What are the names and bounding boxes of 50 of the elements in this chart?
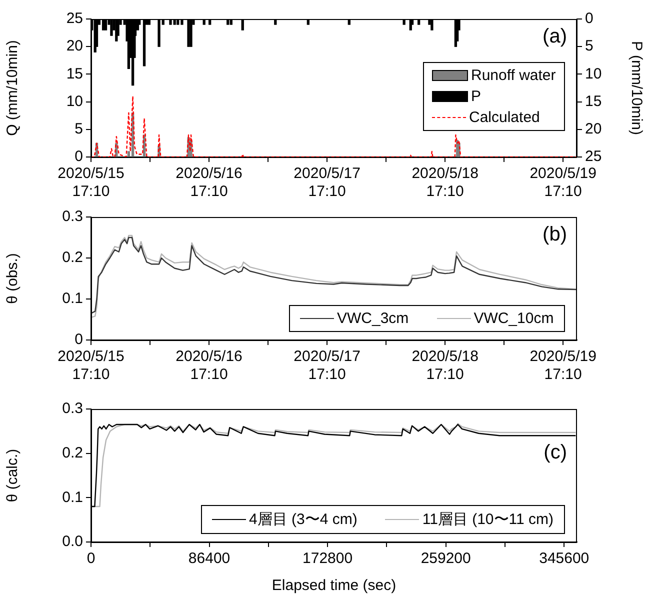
y2-tick-label: 0 xyxy=(585,10,594,28)
y-tick-label: 25 xyxy=(66,10,83,28)
annotation: (c) xyxy=(544,442,567,464)
x-tick-label: 2020/5/17 17:10 xyxy=(294,165,360,200)
legend-label: VWC_10cm xyxy=(474,310,554,327)
y2-tick-label: 5 xyxy=(585,38,594,55)
y2-axis-title: P (mm/10min) xyxy=(628,41,645,135)
x-tick-label: 2020/5/18 17:10 xyxy=(412,165,478,200)
y-tick-label: 0.2 xyxy=(62,444,83,462)
y-tick-label: 15 xyxy=(66,65,83,82)
x-tick-label: 86400 xyxy=(188,550,230,568)
y-tick-label: 0.3 xyxy=(62,208,83,226)
legend-label: P xyxy=(471,88,482,104)
y-tick-label: 0.0 xyxy=(62,533,83,550)
legend-label: Calculated xyxy=(469,108,540,126)
x-tick-label: 0 xyxy=(86,550,96,568)
y2-tick-label: 20 xyxy=(585,120,602,138)
y-axis-title: θ (obs.) xyxy=(4,253,22,304)
y-axis-title: θ (calc.) xyxy=(4,448,22,502)
x-tick-label: 2020/5/18 17:10 xyxy=(412,348,478,384)
y-tick-label: 20 xyxy=(66,38,83,55)
y-tick-label: 10 xyxy=(66,92,83,110)
x-tick-label: 2020/5/15 17:10 xyxy=(58,165,124,200)
x-tick-label: 259200 xyxy=(420,550,471,568)
annotation: (a) xyxy=(542,26,567,48)
x-axis-title: Elapsed time (sec) xyxy=(272,577,396,594)
y-axis-title: Q (mm/10min) xyxy=(4,40,22,136)
x-tick-label: 2020/5/16 17:10 xyxy=(176,348,242,384)
legend-label: 4層目 (3〜4 cm) xyxy=(249,510,358,529)
y2-tick-label: 10 xyxy=(585,65,602,82)
legend-label: Runoff water xyxy=(471,66,556,84)
legend-label: VWC_3cm xyxy=(337,310,409,327)
y-tick-label: 0 xyxy=(74,148,83,166)
annotation: (b) xyxy=(542,224,567,246)
x-tick-label: 2020/5/19 17:10 xyxy=(530,165,596,200)
x-tick-label: 2020/5/16 17:10 xyxy=(176,165,242,200)
x-tick-label: 2020/5/19 17:10 xyxy=(530,348,596,384)
y-tick-label: 5 xyxy=(74,120,83,138)
y-tick-label: 0.1 xyxy=(62,488,83,506)
y2-tick-label: 15 xyxy=(585,92,602,110)
x-tick-label: 2020/5/15 17:10 xyxy=(58,348,124,384)
y-tick-label: 0.1 xyxy=(62,290,83,308)
x-tick-label: 2020/5/17 17:10 xyxy=(294,348,360,384)
y-tick-label: 0.2 xyxy=(62,249,83,266)
x-tick-label: 345600 xyxy=(539,550,590,568)
y-tick-label: 0 xyxy=(74,331,83,348)
x-tick-label: 172800 xyxy=(302,550,353,568)
y2-tick-label: 25 xyxy=(585,148,602,166)
legend-label: 11層目 (10〜11 cm) xyxy=(422,510,554,529)
y-tick-label: 0.3 xyxy=(62,400,83,418)
